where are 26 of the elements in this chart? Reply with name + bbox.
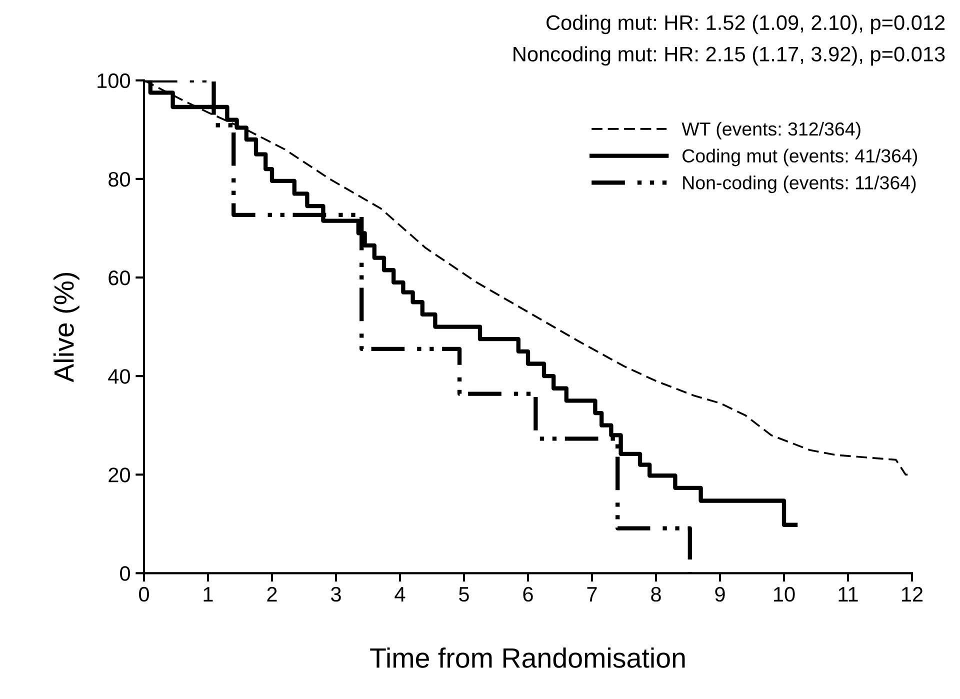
y-tick-label: 20: [108, 468, 130, 482]
legend-label: Non-coding (events: 11/364): [683, 176, 916, 194]
x-tick-label: 10: [774, 586, 795, 602]
x-tick-label: 5: [459, 587, 469, 602]
x-tick-label: 4: [394, 587, 406, 602]
y-tick-label: 60: [108, 270, 130, 286]
x-tick-label: 8: [651, 586, 661, 602]
legend-label: WT (events: 312/364): [682, 122, 860, 140]
y-axis-title: Alive (%): [53, 272, 80, 382]
text: Coding mut: HR: 1.52 (1.09, 2.10), p=0.012: [546, 14, 945, 34]
y-tick-label: 40: [108, 369, 130, 384]
x-tick-label: 0: [139, 586, 149, 602]
x-tick-label: 1: [204, 587, 213, 602]
text: Noncoding mut: HR: 2.15 (1.17, 3.92), p=0.013: [514, 46, 945, 66]
legend-label: Coding mut (events: 41/364): [682, 148, 918, 166]
x-axis-title: Time from Randomisation: [370, 647, 685, 668]
x-tick-label: 7: [587, 587, 597, 602]
x-tick-label: 11: [838, 587, 858, 602]
y-tick-label: 0: [120, 566, 130, 581]
x-tick-label: 2: [267, 586, 277, 602]
x-tick-label: 6: [523, 586, 533, 602]
y-tick-label: 80: [108, 172, 130, 187]
x-tick-label: 3: [331, 586, 341, 602]
x-tick-label: 9: [715, 586, 725, 602]
y-tick-label: 100: [98, 73, 130, 88]
x-tick-label: 12: [902, 586, 923, 602]
